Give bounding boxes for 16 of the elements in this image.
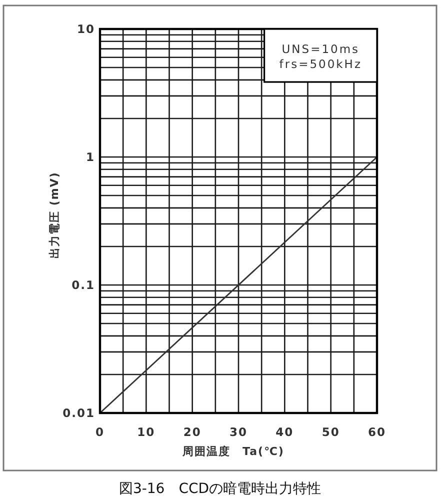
y-tick-label: 1: [86, 150, 95, 164]
x-tick-label: 0: [95, 425, 105, 439]
x-axis-title: 周囲温度 Ta(℃): [182, 445, 284, 458]
x-tick-label: 10: [137, 425, 156, 439]
y-tick-label: 10: [76, 22, 95, 36]
text: 図3-16 CCDの暗電時出力特性: [118, 481, 322, 497]
y-tick-label: 0.01: [62, 406, 95, 420]
y-tick-label: 0.1: [72, 278, 95, 292]
x-tick-label: 30: [229, 425, 248, 439]
x-tick-label: 20: [183, 425, 202, 439]
x-tick-label: 50: [322, 425, 340, 439]
annotation: UNS=10ms: [282, 42, 360, 56]
x-tick-label: 40: [276, 425, 294, 439]
y-axis-title: 出力電圧 (mV): [48, 172, 61, 258]
annotation: frs=500kHz: [279, 57, 362, 71]
x-tick-label: 60: [368, 425, 386, 439]
